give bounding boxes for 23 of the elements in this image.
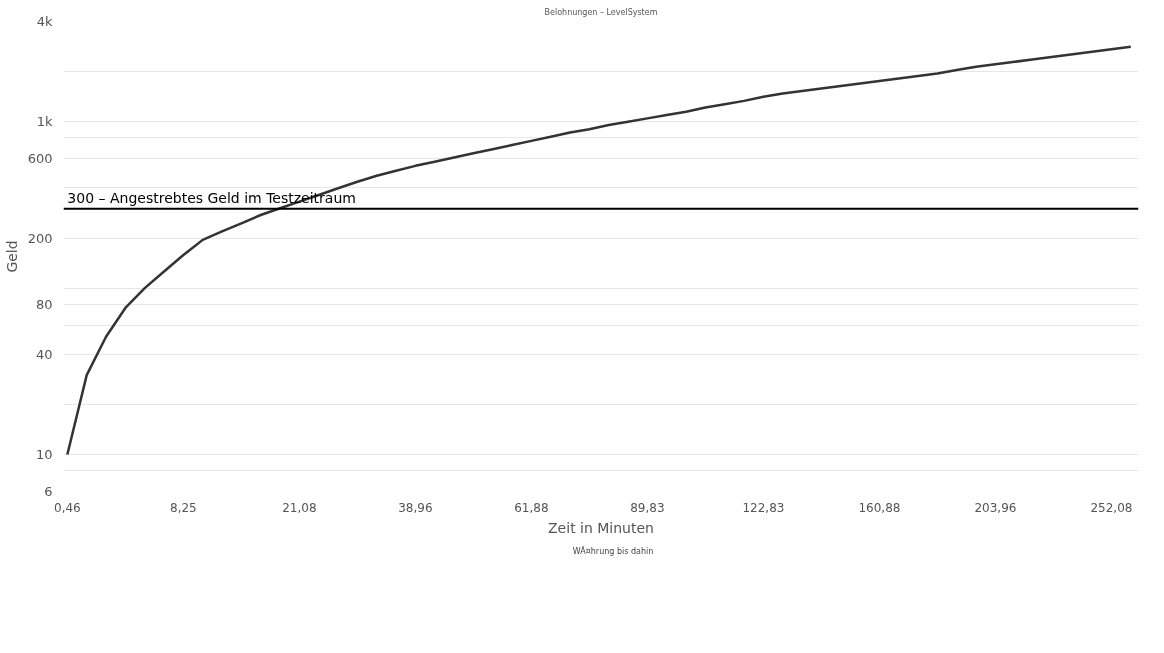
x-tick-label: 8,25: [170, 500, 197, 515]
x-tick-label: 21,08: [282, 500, 317, 515]
x-tick-label: 160,88: [858, 500, 901, 515]
y-tick-label: 80: [35, 296, 53, 312]
x-tick-label: 203,96: [974, 500, 1017, 515]
y-tick-label: 40: [35, 346, 53, 362]
y-tick-label: 600: [27, 151, 53, 167]
x-axis-title: Zeit in Minuten: [548, 519, 654, 536]
text: WÃ¤hrung bis dahin: [572, 546, 654, 556]
x-tick-label: 252,08: [1090, 500, 1133, 515]
x-tick-label: 122,83: [742, 500, 785, 515]
x-tick-label: 0,46: [54, 500, 81, 515]
line-series: [66, 45, 1133, 456]
x-tick-label: 61,88: [514, 500, 549, 515]
y-tick-label: 4k: [36, 14, 53, 29]
chart-title: Belohnungen – LevelSystem: [544, 7, 658, 17]
y-tick-label: 1k: [36, 114, 53, 130]
x-tick-label: 89,83: [630, 500, 665, 515]
x-tick-label: 38,96: [398, 500, 433, 515]
y-tick-label: 10: [35, 447, 53, 463]
y-tick-label: 200: [27, 230, 53, 246]
y-axis-title: Geld: [3, 240, 20, 273]
y-tick-label: 6: [44, 484, 53, 499]
